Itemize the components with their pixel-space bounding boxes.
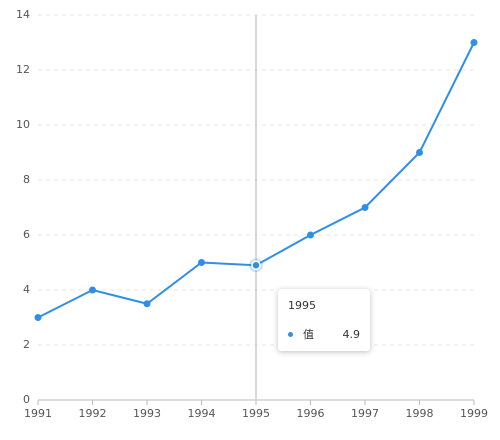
y-tick-label: 0 [23, 393, 30, 406]
point [307, 231, 314, 239]
y-tick-label: 12 [16, 63, 30, 76]
tooltip-title: 1995 [288, 299, 316, 312]
point [470, 39, 478, 46]
x-tick-label: 1997 [351, 407, 379, 420]
point [34, 314, 42, 321]
x-tick-label: 1992 [79, 407, 107, 420]
point [143, 300, 151, 308]
point [361, 204, 369, 211]
y-tick-label: 2 [23, 338, 30, 351]
x-tick-label: 1996 [297, 407, 325, 420]
point [251, 260, 261, 270]
y-tick-label: 14 [16, 8, 30, 21]
point [89, 286, 96, 294]
y-tick-label: 6 [23, 228, 30, 241]
x-tick-label: 1993 [133, 407, 161, 420]
x-tick-label: 1995 [242, 407, 270, 420]
tooltip-series-name: 值 [303, 328, 314, 341]
tooltip: 1995 值 4.9 [278, 289, 370, 351]
point [198, 259, 205, 266]
y-tick-label: 10 [16, 118, 30, 131]
y-tick-label: 4 [23, 283, 30, 296]
x-tick-label: 1994 [188, 407, 216, 420]
tooltip-marker [288, 331, 293, 337]
y-tick-label: 8 [23, 173, 30, 186]
x-tick-label: 1998 [406, 407, 434, 420]
point [416, 149, 423, 156]
tooltip-row: 值 4.9 [288, 326, 360, 342]
x-tick-label: 1991 [24, 407, 52, 420]
x-tick-label: 1999 [460, 407, 488, 420]
tooltip-value: 4.9 [342, 327, 361, 341]
